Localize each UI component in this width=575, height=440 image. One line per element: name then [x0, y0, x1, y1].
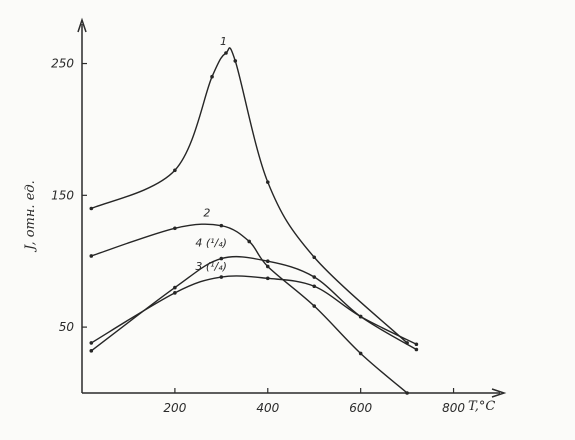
series-line-2 — [90, 223, 408, 394]
series-4-point-7 — [414, 342, 419, 347]
y-tick-label-50: 50 — [59, 320, 75, 334]
series-line-3 — [90, 255, 418, 352]
y-tick-label-250: 250 — [51, 57, 74, 71]
series-4-point-1 — [89, 341, 94, 345]
y-tick-label-150: 150 — [51, 188, 74, 202]
series-2-point-2 — [173, 226, 177, 231]
series-2-point-1 — [89, 254, 94, 258]
series-4-point-4 — [265, 276, 270, 281]
series-2-point-5 — [265, 264, 270, 269]
series-3-point-1 — [89, 349, 94, 353]
x-tick-label-800: 800 — [442, 401, 465, 415]
series-labels: 1 2 4 (¹/₄) 3 (¹/₄) — [195, 35, 227, 273]
series-label-1: 1 — [220, 35, 227, 48]
x-tick-label-200: 200 — [163, 401, 186, 415]
series-3-point-5 — [312, 275, 317, 279]
x-axis-label: T,°C — [468, 399, 495, 414]
series-line-4 — [90, 275, 418, 345]
ticks: 200 400 600 800 50 150 250 — [51, 57, 465, 415]
series-label-2: 2 — [203, 207, 210, 220]
series-2-point-6 — [312, 304, 317, 308]
series-1-point-4 — [224, 51, 228, 55]
series-1-point-2 — [173, 168, 177, 173]
series-4-point-2 — [173, 291, 177, 295]
x-tick-label-400: 400 — [256, 401, 279, 415]
series-4-point-3 — [219, 275, 224, 279]
series-3-point-2 — [173, 285, 177, 290]
series-1-point-3 — [210, 74, 214, 79]
series-2-point-4 — [247, 239, 251, 244]
x-axis-arrow — [491, 388, 507, 398]
series-3-point-3 — [219, 256, 224, 261]
series-1-point-7 — [312, 255, 317, 260]
series-1-point-1 — [89, 206, 94, 211]
series-2-point-8 — [405, 391, 409, 395]
y-axis-label: J, отн. ед. — [23, 180, 38, 253]
series-4-point-6 — [358, 314, 363, 319]
series-2-point-7 — [358, 351, 363, 356]
series-4-point-5 — [312, 284, 317, 289]
plot-area: 200 400 600 800 50 150 250 1 2 4 (¹/₄) 3 (¹/₄) — [51, 17, 507, 415]
series-group — [89, 47, 419, 395]
series-3-point-4 — [265, 259, 270, 264]
series-line-1 — [90, 47, 408, 344]
y-axis-arrow — [77, 17, 87, 33]
x-tick-label-600: 600 — [349, 401, 372, 415]
series-label-3: 4 (¹/₄) — [195, 237, 227, 250]
series-2-point-3 — [219, 223, 224, 228]
series-3-point-7 — [414, 347, 419, 352]
series-1-point-5 — [233, 59, 238, 63]
series-label-4: 3 (¹/₄) — [195, 260, 227, 273]
series-1-point-6 — [265, 180, 270, 184]
